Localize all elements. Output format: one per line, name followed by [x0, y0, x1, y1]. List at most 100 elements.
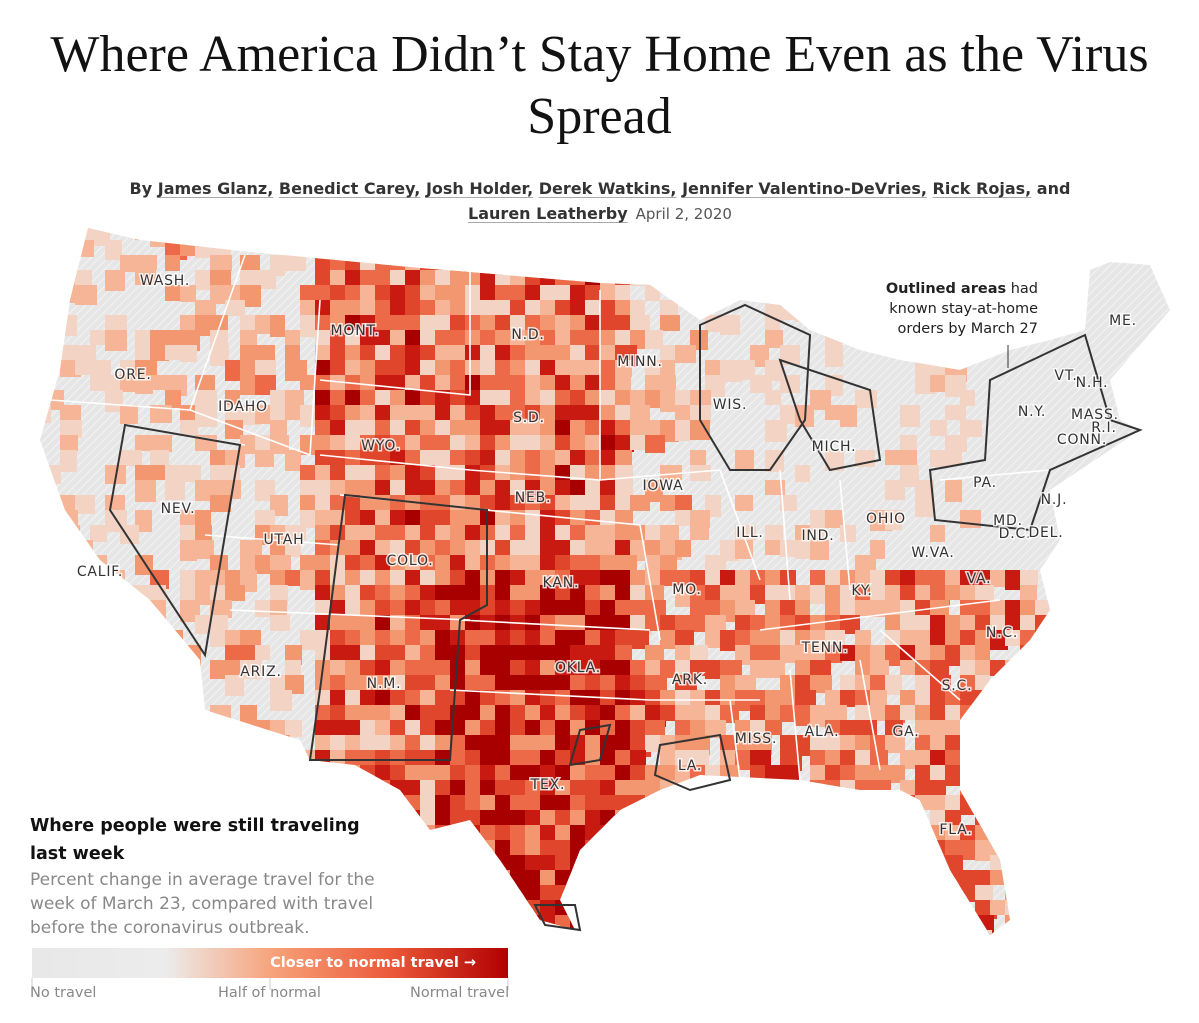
county-cell: [1005, 720, 1023, 742]
county-cell: [705, 255, 725, 273]
county-cell: [855, 915, 873, 935]
county-cell: [1140, 750, 1160, 768]
county-cell: [1065, 930, 1080, 935]
county-cell: [1110, 735, 1130, 751]
state-label: PA.: [973, 475, 997, 491]
county-cell: [435, 510, 451, 526]
county-cell: [930, 915, 946, 935]
county-cell: [480, 228, 497, 244]
county-cell: [675, 765, 692, 783]
county-cell: [615, 930, 630, 935]
county-cell: [405, 810, 420, 832]
county-cell: [435, 255, 456, 270]
county-cell: [420, 885, 439, 905]
county-cell: [405, 870, 421, 888]
county-cell: [990, 615, 1007, 634]
county-cell: [810, 765, 825, 782]
county-cell: [585, 255, 603, 271]
county-cell: [1035, 720, 1050, 735]
county-cell: [1050, 555, 1072, 577]
county-cell: [825, 825, 846, 846]
county-cell: [945, 435, 967, 452]
county-cell: [780, 780, 798, 796]
county-cell: [825, 780, 842, 796]
county-cell: [195, 228, 217, 247]
county-cell: [375, 255, 392, 271]
county-cell: [390, 465, 405, 483]
county-cell: [360, 315, 375, 332]
county-cell: [1125, 765, 1146, 785]
county-cell: [210, 465, 225, 481]
county-cell: [60, 450, 77, 472]
county-cell: [750, 810, 767, 825]
county-cell: [435, 810, 451, 826]
county-cell: [675, 345, 696, 363]
county-cell: [615, 435, 634, 452]
county-cell: [180, 315, 199, 333]
county-cell: [1110, 780, 1131, 796]
county-cell: [615, 870, 633, 892]
county-cell: [1020, 600, 1035, 618]
county-cell: [1095, 525, 1110, 544]
county-cell: [630, 765, 647, 782]
county-cell: [600, 435, 618, 452]
county-cell: [525, 300, 543, 318]
county-cell: [195, 480, 213, 501]
county-cell: [405, 825, 420, 845]
county-cell: [1020, 795, 1042, 817]
byline-connector: and: [1036, 179, 1071, 198]
county-cell: [735, 615, 750, 633]
county-cell: [720, 885, 738, 901]
county-cell: [1050, 915, 1070, 935]
county-cell: [765, 795, 781, 812]
county-cell: [510, 525, 527, 540]
county-cell: [465, 720, 480, 736]
county-cell: [585, 660, 600, 679]
county-cell: [1170, 780, 1190, 800]
county-cell: [705, 855, 720, 876]
county-cell: [180, 690, 198, 708]
county-cell: [240, 780, 257, 799]
county-cell: [240, 228, 257, 241]
county-cell: [780, 345, 800, 365]
county-cell: [135, 255, 157, 270]
county-cell: [840, 870, 859, 889]
county-cell: [795, 228, 811, 247]
county-cell: [570, 630, 587, 648]
county-cell: [285, 540, 301, 557]
county-cell: [945, 480, 962, 502]
county-cell: [1110, 615, 1128, 636]
county-cell: [1110, 915, 1126, 930]
county-cell: [600, 645, 619, 661]
county-cell: [1020, 750, 1037, 770]
county-cell: [960, 870, 977, 886]
county-cell: [1140, 630, 1159, 645]
county-cell: [135, 735, 150, 756]
state-label: DEL.: [1028, 525, 1063, 541]
county-cell: [525, 345, 544, 360]
county-cell: [885, 675, 902, 695]
county-cell: [210, 315, 228, 332]
county-cell: [915, 840, 931, 859]
county-cell: [40, 255, 47, 275]
county-cell: [420, 525, 435, 540]
county-cell: [180, 465, 201, 482]
county-cell: [525, 720, 540, 737]
county-cell: [1140, 675, 1155, 693]
county-cell: [870, 660, 889, 675]
county-cell: [45, 735, 65, 755]
county-cell: [555, 630, 572, 645]
county-cell: [975, 690, 992, 711]
county-cell: [270, 615, 290, 631]
county-cell: [1020, 885, 1036, 904]
county-cell: [1080, 660, 1098, 678]
county-cell: [300, 495, 316, 514]
county-cell: [450, 915, 466, 932]
county-cell: [90, 645, 107, 665]
county-cell: [450, 765, 466, 780]
county-cell: [315, 228, 330, 242]
county-cell: [825, 915, 845, 935]
county-cell: [705, 690, 724, 707]
county-cell: [480, 255, 502, 276]
